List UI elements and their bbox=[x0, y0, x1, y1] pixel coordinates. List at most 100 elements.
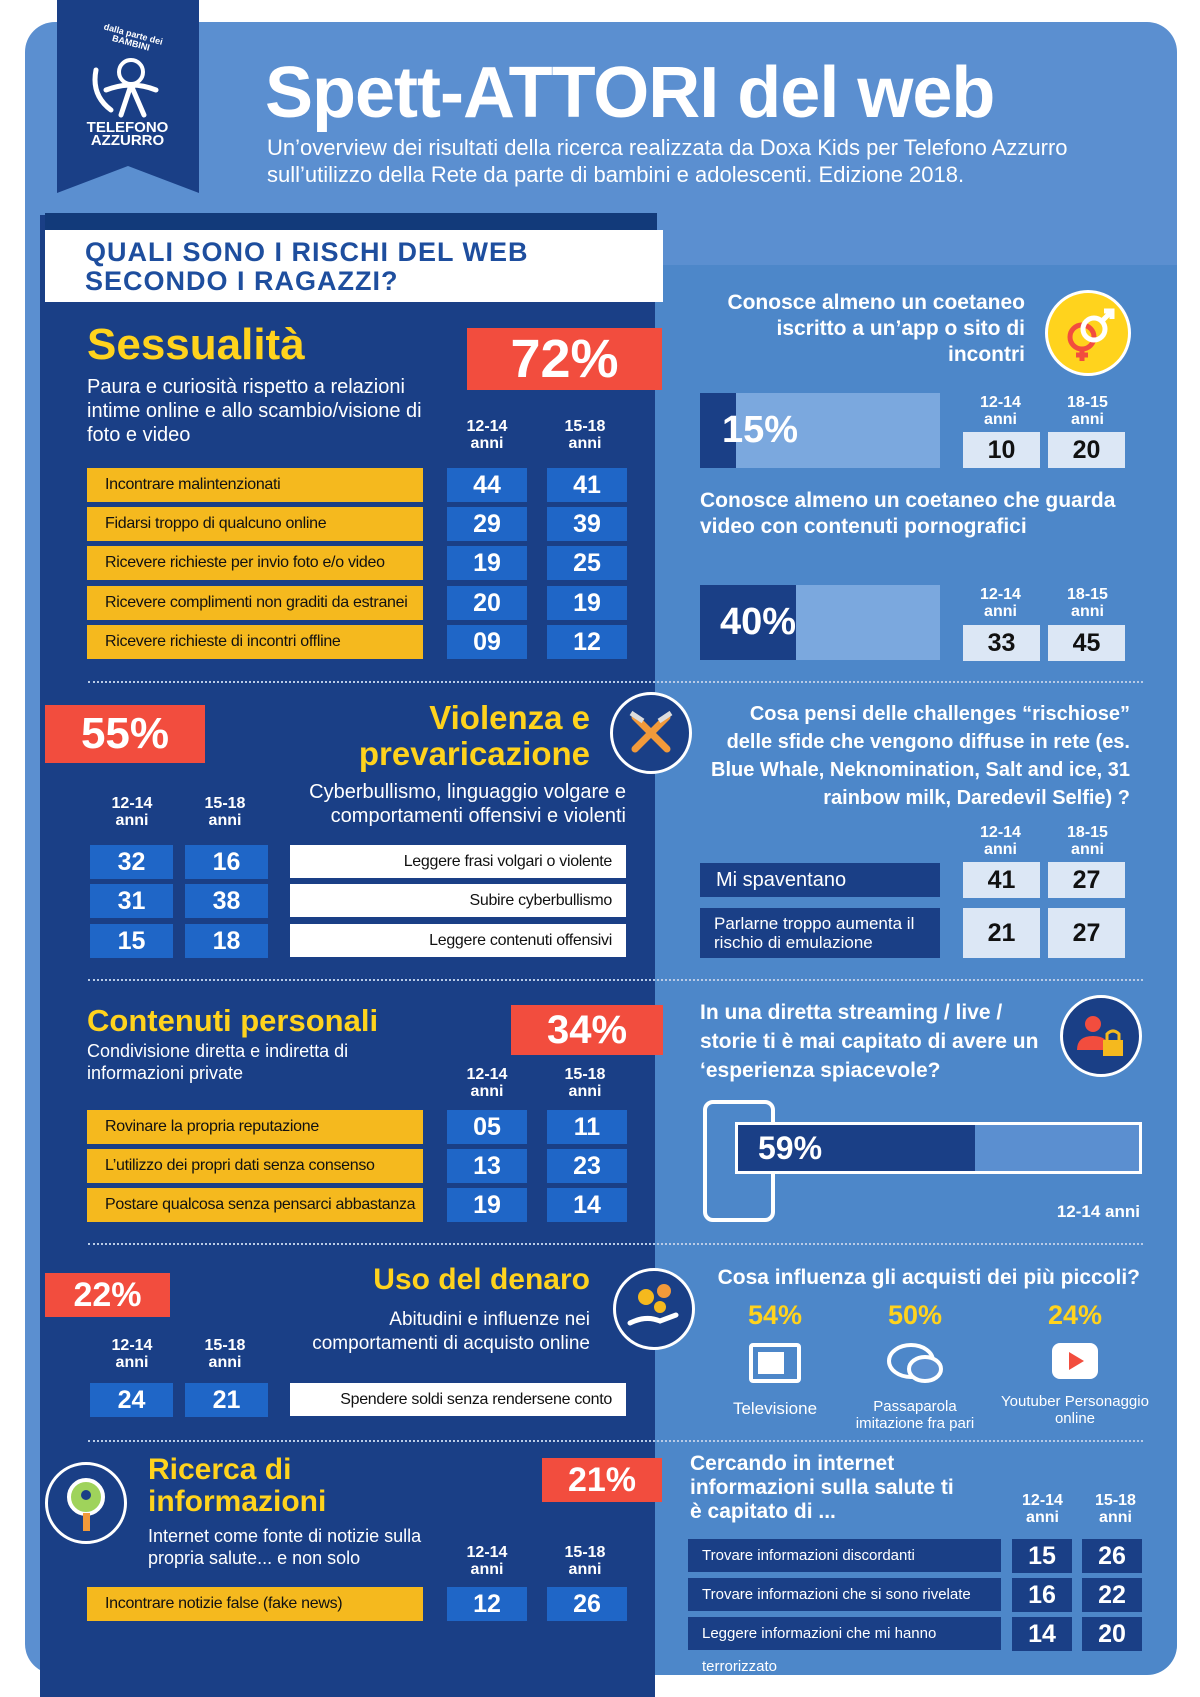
challenges-value-12-14: 41 bbox=[963, 862, 1040, 898]
ricerca-row-label: Incontrare notizie false (fake news) bbox=[87, 1587, 423, 1621]
sessualita-description: Paura e curiosità rispetto a relazioni i… bbox=[87, 376, 422, 446]
challenges-value-18-15: 27 bbox=[1048, 908, 1125, 958]
age-header-18-15: 18-15 anni bbox=[1067, 586, 1108, 620]
contenuti-value-12-14: 05 bbox=[447, 1110, 527, 1144]
acquisti-item-youtuber: 24% Youtuber Personaggio online bbox=[1000, 1300, 1150, 1427]
age-header-15-18: 15-18 anni bbox=[564, 1544, 606, 1578]
contenuti-percent: 34% bbox=[511, 1005, 663, 1055]
challenges-value-12-14: 21 bbox=[963, 908, 1040, 958]
section-divider bbox=[88, 1440, 1143, 1442]
porno-bar-track: 40% bbox=[700, 585, 940, 660]
violenza-value-12-14: 32 bbox=[90, 845, 173, 879]
contenuti-value-12-14: 19 bbox=[447, 1188, 527, 1222]
banner-line-1: QUALI SONO I RISCHI DEL WEB bbox=[85, 237, 529, 267]
violenza-value-12-14: 15 bbox=[90, 924, 173, 958]
page-subtitle: Un’overview dei risultati della ricerca … bbox=[267, 135, 1068, 187]
violenza-title: Violenza e prevaricazione bbox=[358, 699, 590, 772]
porno-question: Conosce almeno un coetaneo che guarda vi… bbox=[700, 489, 1116, 538]
incontri-question: Conosce almeno un coetaneo iscritto a un… bbox=[727, 291, 1025, 366]
contenuti-row-label: Rovinare la propria reputazione bbox=[87, 1110, 423, 1144]
sessualita-value-15-18: 25 bbox=[547, 546, 627, 580]
violenza-value-15-18: 38 bbox=[185, 884, 268, 918]
streaming-question: In una diretta streaming / live / storie… bbox=[700, 1001, 1039, 1082]
ricerca-title: Ricerca di informazioni bbox=[148, 1453, 327, 1518]
ricerca-description: Internet come fonte di notizie sulla pro… bbox=[148, 1526, 422, 1568]
porno-percent: 40% bbox=[720, 601, 797, 643]
section-divider bbox=[88, 681, 1143, 683]
violenza-value-15-18: 16 bbox=[185, 845, 268, 879]
salute-value-15-18: 22 bbox=[1082, 1578, 1142, 1612]
sessualita-value-15-18: 12 bbox=[547, 625, 627, 659]
chat-bubbles-icon bbox=[887, 1343, 943, 1383]
contenuti-value-12-14: 13 bbox=[447, 1149, 527, 1183]
banner-line-2: SECONDO I RAGAZZI? bbox=[85, 266, 399, 296]
streaming-bar-track: 59% bbox=[735, 1122, 1142, 1174]
porno-value-12-14: 33 bbox=[963, 625, 1040, 661]
incontri-value-18-15: 20 bbox=[1048, 432, 1125, 468]
ricerca-percent: 21% bbox=[542, 1458, 662, 1502]
salute-value-12-14: 16 bbox=[1012, 1578, 1072, 1612]
sessualita-value-12-14: 19 bbox=[447, 546, 527, 580]
age-header-15-18: 15-18 anni bbox=[564, 418, 606, 452]
section-banner: QUALI SONO I RISCHI DEL WEB SECONDO I RA… bbox=[45, 230, 663, 302]
incontri-bar-track: 15% bbox=[700, 393, 940, 468]
age-header-12-14: 12-14 anni bbox=[466, 418, 508, 452]
tv-icon bbox=[749, 1343, 801, 1383]
age-header-15-18: 15-18 anni bbox=[204, 1337, 246, 1371]
challenges-question: Cosa pensi delle challenges “rischiose” … bbox=[711, 703, 1130, 809]
denaro-value-12-14: 24 bbox=[90, 1383, 173, 1417]
age-header-12-14: 12-14 anni bbox=[111, 795, 153, 829]
logo-name-2: AZZURRO bbox=[90, 132, 165, 149]
contenuti-row-label: Postare qualcosa senza pensarci abbastan… bbox=[87, 1188, 423, 1222]
denaro-description: Abitudini e influenze nei comportamenti … bbox=[312, 1309, 590, 1354]
gender-symbols-icon bbox=[1045, 290, 1131, 376]
acquisti-percent: 50% bbox=[887, 1300, 943, 1330]
age-header-15-18: 15-18 anni bbox=[564, 1066, 606, 1100]
sessualita-value-12-14: 20 bbox=[447, 586, 527, 620]
contenuti-description: Condivisione diretta e indiretta di info… bbox=[87, 1041, 349, 1083]
salute-value-15-18: 26 bbox=[1082, 1539, 1142, 1573]
swords-icon bbox=[610, 692, 692, 774]
contenuti-value-15-18: 23 bbox=[547, 1149, 627, 1183]
play-button-icon bbox=[1052, 1343, 1098, 1379]
magnifier-icon bbox=[45, 1462, 127, 1544]
challenges-row-label: Mi spaventano bbox=[700, 863, 940, 897]
challenges-row-label: Parlarne troppo aumenta il rischio di em… bbox=[700, 908, 940, 958]
age-header-12-14: 12-14 anni bbox=[980, 824, 1021, 858]
violenza-row-label: Leggere frasi volgari o violente bbox=[290, 845, 626, 878]
child-figure-icon bbox=[92, 58, 159, 118]
age-header-12-14: 12-14 anni bbox=[980, 394, 1021, 428]
age-header-12-14: 12-14 anni bbox=[111, 1337, 153, 1371]
age-header-15-18: 15-18 anni bbox=[1095, 1492, 1136, 1526]
age-header-15-18: 15-18 anni bbox=[204, 795, 246, 829]
acquisti-item-tv: 54% Televisione bbox=[700, 1300, 850, 1419]
section-divider bbox=[88, 979, 1143, 981]
contenuti-title: Contenuti personali bbox=[87, 1003, 379, 1038]
ricerca-value-12-14: 12 bbox=[447, 1587, 527, 1621]
sessualita-percent: 72% bbox=[467, 328, 662, 390]
sessualita-title: Sessualità bbox=[87, 320, 305, 369]
denaro-percent: 22% bbox=[45, 1273, 170, 1317]
sessualita-row-label: Ricevere richieste di incontri offline bbox=[87, 625, 423, 659]
ricerca-value-15-18: 26 bbox=[547, 1587, 627, 1621]
age-header-18-15: 18-15 anni bbox=[1067, 394, 1108, 428]
coins-hand-icon bbox=[613, 1268, 695, 1350]
acquisti-label: Televisione bbox=[732, 1399, 818, 1418]
logo-name-1: TELEFONO bbox=[86, 119, 169, 136]
acquisti-item-passaparola: 50% Passaparola imitazione fra pari bbox=[840, 1300, 990, 1432]
section-divider bbox=[88, 1243, 1143, 1245]
streaming-bar-fill bbox=[738, 1125, 975, 1171]
acquisti-label: Youtuber Personaggio online bbox=[1001, 1393, 1149, 1427]
acquisti-label: Passaparola imitazione fra pari bbox=[855, 1398, 975, 1432]
page-title: Spett-ATTORI del web bbox=[265, 53, 995, 133]
incontri-percent: 15% bbox=[722, 409, 799, 451]
salute-value-15-18: 20 bbox=[1082, 1617, 1142, 1651]
sessualita-value-15-18: 19 bbox=[547, 586, 627, 620]
sessualita-value-12-14: 29 bbox=[447, 507, 527, 541]
contenuti-value-15-18: 14 bbox=[547, 1188, 627, 1222]
age-header-12-14: 12-14 anni bbox=[466, 1066, 508, 1100]
incontri-value-12-14: 10 bbox=[963, 432, 1040, 468]
sessualita-value-12-14: 44 bbox=[447, 468, 527, 502]
streaming-percent: 59% bbox=[758, 1130, 823, 1166]
streaming-age-label: 12-14 anni bbox=[1056, 1202, 1140, 1221]
